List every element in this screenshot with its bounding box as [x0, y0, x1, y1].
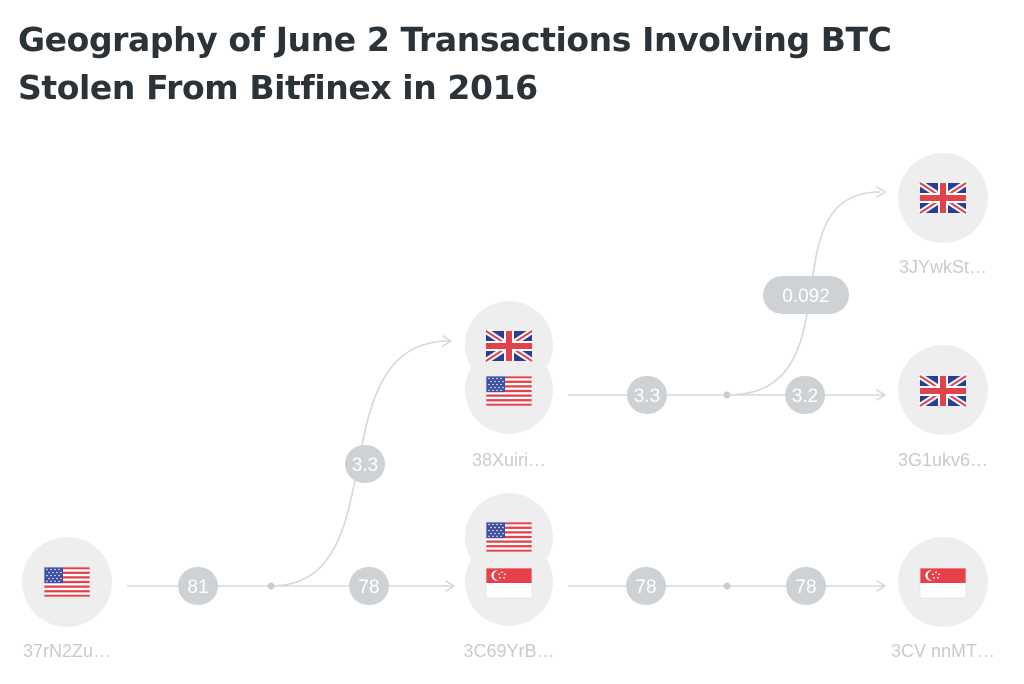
amount-pill: 81: [178, 567, 218, 605]
amount-label: 78: [635, 577, 656, 598]
amount-label: 3.2: [792, 386, 818, 407]
address-node[interactable]: 37rN2Zu…: [22, 537, 112, 661]
amount-pill: 3.3: [345, 445, 385, 483]
singapore-flag-icon: [485, 567, 533, 599]
amount-label: 3.3: [352, 455, 378, 476]
arrowhead: [442, 335, 452, 347]
uk-flag-icon: [920, 376, 966, 406]
split-point: [267, 582, 275, 590]
us-flag-icon: [485, 375, 533, 407]
address-node[interactable]: 3C69YrB…: [463, 493, 555, 661]
address-node[interactable]: 38Xuiri…: [465, 301, 553, 470]
address-label: 3C69YrB…: [463, 641, 554, 661]
amount-pill: 78: [786, 567, 826, 605]
amount-pill: 3.2: [785, 376, 825, 414]
singapore-flag-icon: [919, 567, 967, 599]
arrowhead: [876, 186, 886, 198]
address-label: 3JYwkSt…: [899, 257, 987, 277]
arrowhead: [876, 389, 886, 401]
amount-pill: 0.092: [763, 276, 849, 314]
address-node[interactable]: 3CV nnMT…: [891, 537, 995, 661]
amount-label: 0.092: [782, 286, 830, 307]
amount-pill: 78: [349, 567, 389, 605]
us-flag-icon: [43, 566, 91, 598]
address-label: 37rN2Zu…: [23, 641, 111, 661]
address-label: 3CV nnMT…: [891, 641, 995, 661]
amount-label: 3.3: [634, 386, 660, 407]
arrowhead: [876, 580, 886, 592]
amount-pill: 3.3: [627, 376, 667, 414]
chart-title: Geography of June 2 Transactions Involvi…: [18, 20, 892, 107]
amount-pill: 78: [626, 567, 666, 605]
arrowhead: [445, 580, 455, 592]
amount-label: 81: [187, 577, 208, 598]
uk-flag-icon: [920, 183, 966, 213]
uk-flag-icon: [486, 331, 532, 361]
amount-label: 78: [358, 577, 379, 598]
address-label: 38Xuiri…: [472, 450, 546, 470]
address-node[interactable]: 3JYwkSt…: [898, 153, 988, 277]
split-point: [723, 582, 731, 590]
us-flag-icon: [485, 521, 533, 553]
address-label: 3G1ukv6…: [898, 450, 988, 470]
amount-label: 78: [795, 577, 816, 598]
split-point: [723, 391, 731, 399]
address-node[interactable]: 3G1ukv6…: [898, 345, 988, 470]
